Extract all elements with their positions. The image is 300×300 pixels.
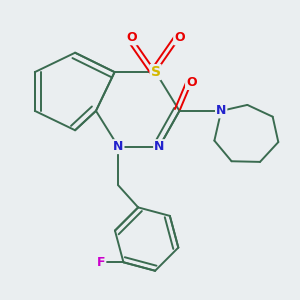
Text: F: F — [97, 256, 105, 269]
Text: O: O — [174, 31, 185, 44]
Text: N: N — [154, 140, 164, 153]
Text: S: S — [151, 65, 160, 79]
Text: O: O — [126, 31, 137, 44]
Text: O: O — [186, 76, 197, 89]
Text: N: N — [113, 140, 124, 153]
Text: N: N — [216, 104, 226, 117]
